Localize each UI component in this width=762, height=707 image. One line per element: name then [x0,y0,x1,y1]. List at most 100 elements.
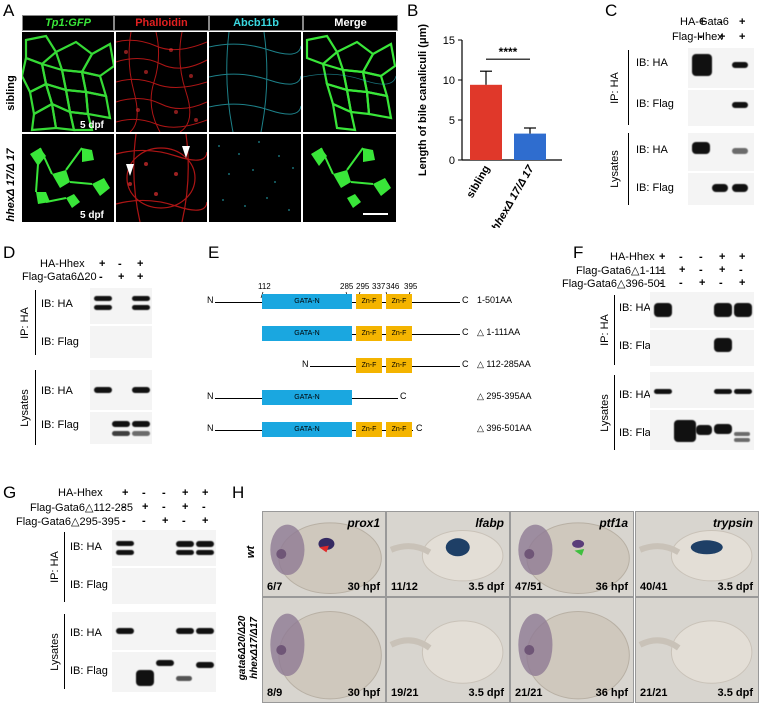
ip-label-d: IP: HA [19,306,31,339]
sign-mark: + [202,515,209,527]
bar-1 [514,133,546,160]
ib-ha-lys-g: IB: HA [70,627,102,639]
y-tick-label: 5 [449,115,455,127]
ip-label-g: IP: HA [49,551,61,583]
ip-label-f: IP: HA [599,314,611,346]
age-label: 3.5 dpf [468,687,504,699]
sign-mark: + [137,258,144,270]
embryo-wt-prox1: prox1 6/7 30 hpf [262,511,386,597]
count-label: 8/9 [267,687,283,699]
cond-ha-hhex-f: HA-Hhex [610,251,655,263]
count-label: 47/51 [515,581,543,593]
cond-flag-gata6-1-111: Flag-Gata6△1-111 [576,265,666,277]
cond-flag-gata6-295-395: Flag-Gata6△295-395 [16,516,120,528]
sign-mark: - [162,501,166,513]
sign-mark: + [162,515,169,527]
znf-domain: Zn-F [356,294,382,309]
age-label: 30 hpf [347,581,380,593]
sign-mark: + [99,258,106,270]
ib-ha-ip-c: IB: HA [636,57,668,69]
count-label: 19/21 [391,687,419,699]
sign-mark: + [719,31,726,43]
sign-mark: - [118,258,122,270]
gene-label: trypsin [712,516,753,530]
y-tick-label: 0 [449,155,455,167]
count-label: 21/21 [640,687,668,699]
arrowhead-left [126,164,134,176]
sign-mark: - [659,264,663,276]
count-label: 40/41 [640,581,668,593]
y-tick-label: 15 [443,35,455,47]
ib-flag-lys-c: IB: Flag [636,182,674,194]
cond-ha-hhex-d: HA-Hhex [40,258,85,270]
cond-flag-gata6-d: Flag-Gata6Δ20 [22,271,97,283]
cond-ha-gata6: HA-Gata6 [680,16,729,28]
ib-flag-lys-f: IB: Flag [619,427,657,439]
ib-flag-ip-f: IB: Flag [619,340,657,352]
sign-mark: - [202,501,206,513]
age-label: 36 hpf [595,581,628,593]
gata-domain: GATA-N [262,294,352,309]
age-label-top: 5 dpf [80,120,105,131]
cond-flag-gata6-396-501: Flag-Gata6△396-501 [562,278,666,290]
ib-ha-lys-d: IB: HA [41,385,73,397]
embryo-mutant-prox1: 8/9 30 hpf [262,597,386,703]
pos-295: 295 [356,282,370,291]
sign-mark: + [659,251,666,263]
sign-mark: - [699,264,703,276]
embryo-wt-ptf1a: ptf1a 47/51 36 hpf [510,511,634,597]
sign-mark: - [142,515,146,527]
sign-mark: - [182,515,186,527]
x-tick-label-0: sibling [464,164,492,201]
lysate-label-c: Lysates [609,150,621,188]
sign-mark: - [659,277,663,289]
sign-mark: - [719,277,723,289]
col-header-merge: Merge [303,15,398,31]
lysate-label-d: Lysates [19,388,31,427]
micrograph-hhex-merge [303,134,396,222]
arrowhead-right [182,146,190,158]
count-label: 11/12 [391,581,418,593]
count-label: 6/7 [267,581,283,593]
sign-mark: + [739,16,746,28]
ib-ha-lys-c: IB: HA [636,144,668,156]
construct-label-3: △ 112-285AA [477,359,531,369]
col-header-phalloidin: Phalloidin [114,15,209,31]
panel-label-d: D [3,243,16,262]
row-label-wt: wt [245,545,257,559]
ib-ha-ip-g: IB: HA [70,541,102,553]
ib-flag-ip-c: IB: Flag [636,98,674,110]
ib-flag-ip-d: IB: Flag [41,336,79,348]
row-label-double-mutant: gata6Δ20/Δ20 hhexΔ17/Δ17 [237,615,260,681]
embryo-mutant-ptf1a: 21/21 36 hpf [510,597,634,703]
x-tick-label-1: hhexΔ 17/Δ 17 [490,163,537,228]
sign-mark: - [699,31,703,43]
sign-mark: - [679,251,683,263]
sign-mark: + [679,264,686,276]
sign-mark: + [699,16,706,28]
lysate-label-f: Lysates [599,393,611,432]
micrograph-sibling-phalloidin [116,32,207,132]
ib-ha-ip-d: IB: HA [41,298,73,310]
gene-label: prox1 [347,516,380,530]
sign-mark: + [118,271,125,283]
band [692,54,712,76]
construct-label-2: △ 1-111AA [477,327,521,337]
cond-flag-gata6-112-285: Flag-Gata6△112-285 [30,502,134,514]
construct-label-5: △ 396-501AA [477,423,532,433]
col-header-abcb11b: Abcb11b [209,15,303,31]
sign-mark: - [142,487,146,499]
cond-flag-hhex: Flag-Hhex [672,31,723,43]
micrograph-hhex-phalloidin [116,134,207,222]
micrograph-hhex-abcb11b [209,134,301,222]
panel-label-a: A [3,1,15,20]
sign-mark: - [162,487,166,499]
micrograph-sibling-gfp: 5 dpf [22,32,114,132]
embryo-mutant-trypsin: 21/21 3.5 dpf [635,597,759,703]
pos-337: 337 [372,282,386,291]
row-label-hhex: hhexΔ 17/Δ 17 [5,148,17,222]
sign-mark: + [719,251,726,263]
panel-label-e: E [208,243,220,262]
panel-label-h: H [232,483,245,502]
